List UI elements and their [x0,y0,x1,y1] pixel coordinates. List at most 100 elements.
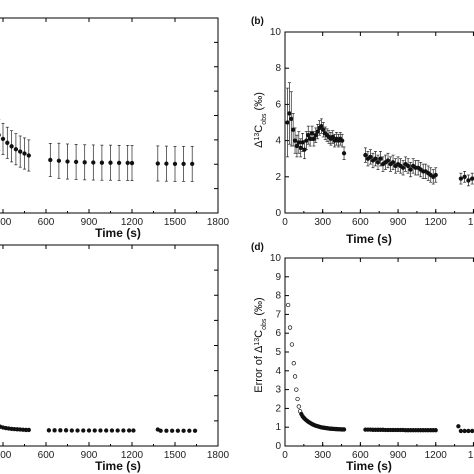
panel-a-point [9,144,14,149]
panel-b-point [405,163,411,169]
panel-d-point [287,325,293,330]
panel-a-point [73,159,79,165]
panel-b-point [307,136,313,141]
panel-d-point [433,428,438,433]
panel-b-point [298,145,303,150]
panel-a-point [164,161,169,166]
panel-b-point [368,154,373,160]
panel-b-xtick-label: 0 [282,217,288,228]
panel-b-xtick-label: 600 [352,217,369,228]
panel-c-point [58,428,63,433]
panel-a-point [99,160,105,165]
panel-b-point [311,136,317,141]
panel-b-label: (b) [251,16,264,27]
panel-d-point [466,428,471,434]
panel-d-xtick-label: 15 [468,450,474,461]
panel-d-point [296,404,301,409]
panel-d-ytick-label: 4 [275,366,281,377]
panel-b-xtick-label: 1200 [425,217,448,228]
panel-a-point [82,160,87,165]
panel-c-point [46,428,52,433]
panel-d-xtick-label: 1200 [425,450,448,461]
panel-b-point [306,133,311,138]
panel-a-xtick-label: 300 [0,217,12,228]
panel-a-point [91,160,96,165]
panel-b-point [400,165,406,170]
panel-a-point [18,149,23,154]
panel-c-frame [0,244,219,447]
panel-b-ylabel: Δ13Cobs(‰) [253,92,268,148]
panel-d-ytick-label: 10 [270,253,282,264]
panel-b-point [340,138,345,143]
panel-a-point [13,147,19,152]
panel-d-frame [284,257,474,447]
panel-d-xtick-label: 300 [314,450,331,461]
panel-c-point [115,428,120,433]
panel-c-xtick-label: 900 [81,450,98,461]
panel-b-ytick-label: 4 [275,136,281,147]
panel-b-xtick-label: 15 [468,217,474,228]
panel-a-point [172,161,178,167]
panel-a-point [65,159,70,164]
panel-d-ytick-label: 2 [275,403,281,414]
panel-b-frame [284,31,474,214]
panel-d-ytick-label: 1 [275,422,281,433]
panel-c-point [192,428,198,433]
panel-c-point [175,428,181,433]
panel-a-frame [0,17,219,214]
panel-d-label: (d) [251,242,264,253]
panel-d-ytick-label: 3 [275,385,281,396]
panel-a-point [26,153,31,158]
panel-b-point [292,138,298,143]
panel-b-point [330,134,335,140]
panel-c-point [169,428,175,433]
panel-a-point [22,151,27,156]
panel-d-xtick-label: 900 [390,450,407,461]
panel-a-point [5,140,10,145]
panel-b-point [315,129,320,134]
panel-d-ytick-label: 5 [275,347,281,358]
panel-c-point [98,428,103,433]
panel-b-point [341,151,347,156]
panel-c-point [164,428,169,433]
panel-d-point [341,427,347,432]
panel-d-point [462,428,467,434]
panel-b-point [385,158,391,163]
panel-c-point [158,428,163,433]
panel-c-point [26,427,31,433]
panel-b-ytick-label: 2 [275,172,281,183]
panel-c-point [86,428,92,433]
panel-d-ytick-label: 9 [275,272,281,283]
panel-d-point [289,342,295,347]
panel-d-point [285,302,291,308]
panel-d-xtick-label: 0 [282,450,288,461]
panel-c-xtick-label: 1200 [121,450,144,461]
panel-b-point [378,156,383,161]
panel-b-point [304,138,309,143]
panel-b-point [390,160,396,165]
panel-b-point [285,120,290,125]
panel-c-xtick-label: 1500 [164,450,187,461]
panel-a-point [129,160,135,166]
panel-b-point [291,127,296,132]
panel-d-xlabel: Time (s) [346,459,392,473]
panel-b-point [289,116,294,122]
panel-c: Time (s) 300 600 900 1200 1500 1800 [0,244,230,473]
panel-a-xtick-label: 900 [81,217,98,228]
panel-c-point [104,428,109,433]
panel-a-point [125,160,130,166]
panel-d-xtick-label: 600 [352,450,369,461]
panel-d-point [291,361,296,366]
panel-c-point [92,428,97,433]
panel-d-point [294,387,299,392]
panel-c-point [131,428,136,433]
panel-b-point [319,123,324,129]
panel-b-point [294,143,300,149]
panel-c-point [81,428,86,433]
panel-b-point [408,167,413,172]
panel-a: Time (s) 300 600 900 1200 1500 1800 [0,17,230,240]
panel-b-xlabel: Time (s) [346,232,392,246]
panel-a-xtick-label: 1200 [121,217,144,228]
panel-d-ytick-label: 8 [275,291,281,302]
panel-b-point [373,156,378,161]
